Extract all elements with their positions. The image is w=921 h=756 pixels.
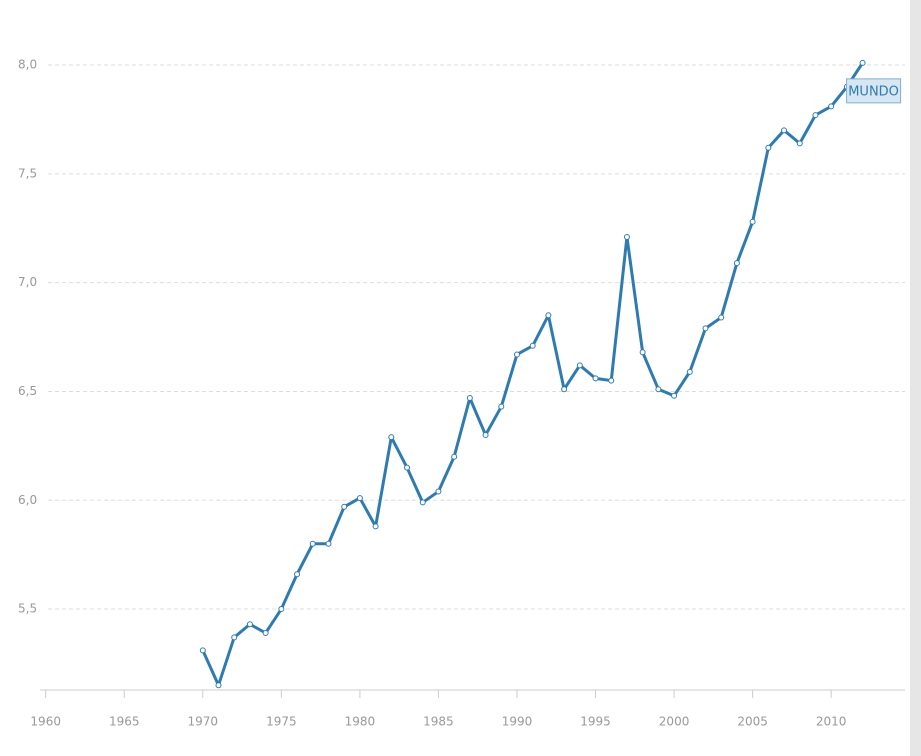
point xyxy=(859,59,866,66)
x-tick-label: 2005 xyxy=(737,715,768,729)
point xyxy=(545,312,552,319)
point xyxy=(498,403,505,410)
point xyxy=(388,434,395,441)
point xyxy=(781,127,788,134)
point xyxy=(576,362,583,369)
x-tick-label: 1985 xyxy=(423,715,454,729)
point xyxy=(639,349,646,356)
page-edge xyxy=(910,0,921,756)
point xyxy=(592,375,599,382)
point xyxy=(686,368,693,375)
point xyxy=(404,464,411,471)
point xyxy=(262,629,269,636)
point xyxy=(466,394,473,401)
point xyxy=(356,495,363,502)
x-tick-label: 1960 xyxy=(30,715,61,729)
point xyxy=(451,453,458,460)
point xyxy=(623,233,630,240)
point xyxy=(828,103,835,110)
x-tick-label: 1980 xyxy=(345,715,376,729)
series-label-box xyxy=(846,78,902,104)
point xyxy=(702,325,709,332)
point xyxy=(561,386,568,393)
point xyxy=(765,144,772,151)
y-tick-label: 7,0 xyxy=(18,275,37,289)
point xyxy=(435,488,442,495)
point xyxy=(608,377,615,384)
point xyxy=(718,314,725,321)
y-tick-label: 6,0 xyxy=(18,493,37,507)
point xyxy=(733,260,740,267)
point xyxy=(199,647,206,654)
point xyxy=(419,499,426,506)
x-tick-label: 2010 xyxy=(816,715,847,729)
point xyxy=(655,386,662,393)
point xyxy=(309,540,316,547)
x-tick-label: 1970 xyxy=(188,715,219,729)
x-tick-label: 1995 xyxy=(580,715,611,729)
point xyxy=(215,682,222,689)
point xyxy=(341,503,348,510)
point xyxy=(671,392,678,399)
point xyxy=(372,523,379,530)
point xyxy=(513,351,520,358)
point xyxy=(796,140,803,147)
y-tick-label: 8,0 xyxy=(18,58,37,72)
point xyxy=(325,540,332,547)
x-tick-label: 1965 xyxy=(109,715,140,729)
x-tick-label: 1975 xyxy=(266,715,297,729)
x-tick-label: 2000 xyxy=(659,715,690,729)
point xyxy=(246,621,253,628)
point xyxy=(749,218,756,225)
point xyxy=(294,571,301,578)
point xyxy=(278,606,285,613)
x-tick-label: 1990 xyxy=(502,715,533,729)
y-tick-label: 5,5 xyxy=(18,602,37,616)
point xyxy=(231,634,238,641)
point xyxy=(812,112,819,119)
y-tick-label: 7,5 xyxy=(18,166,37,180)
point xyxy=(482,431,489,438)
series-label: MUNDO xyxy=(848,84,899,99)
point xyxy=(529,342,536,349)
y-tick-label: 6,5 xyxy=(18,384,37,398)
